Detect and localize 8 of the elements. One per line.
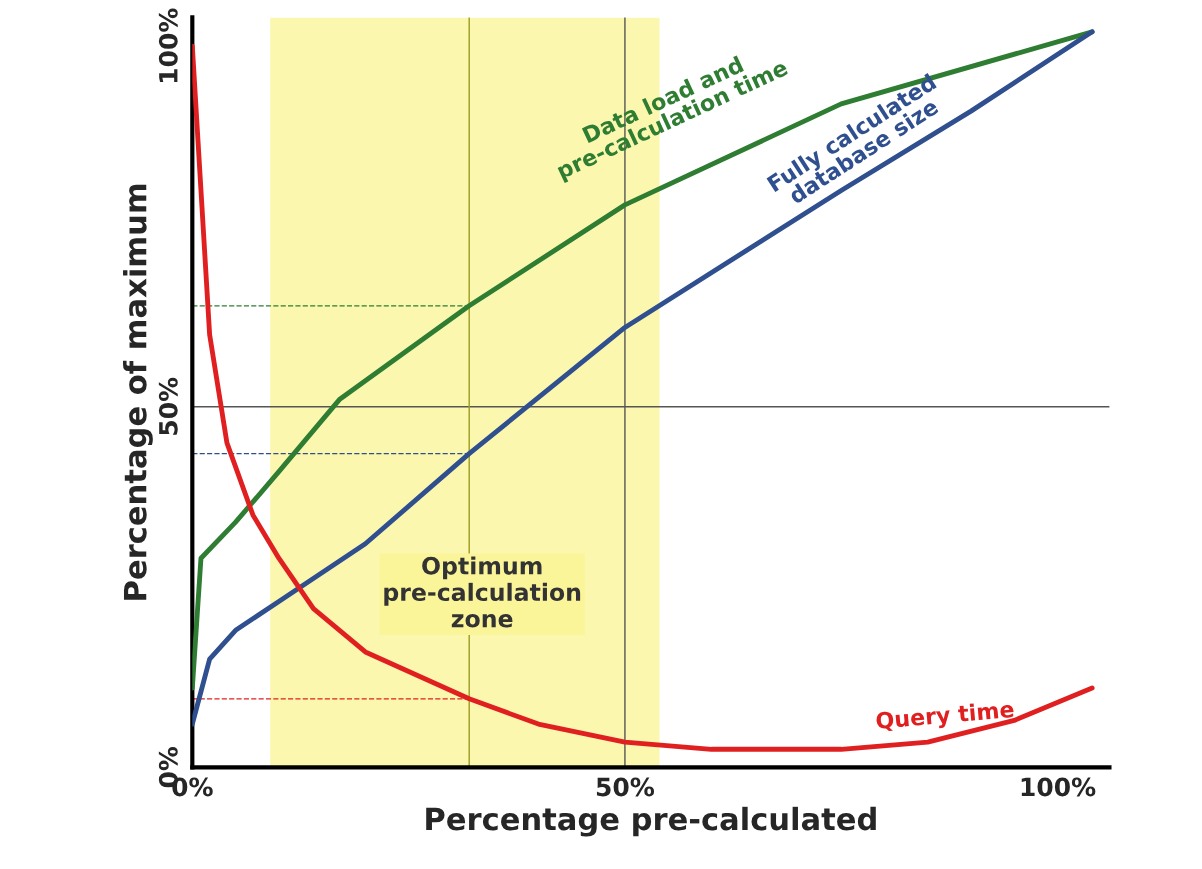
y-tick-label: 50% (158, 377, 178, 435)
x-axis-title: Percentage pre-calculated (426, 806, 876, 837)
series-label: Query time (875, 700, 1015, 734)
y-tick-label: 100% (158, 8, 178, 83)
x-tick-label: 100% (1021, 777, 1096, 797)
band-label: Optimum pre-calculation zone (384, 556, 581, 628)
x-tick-label: 50% (596, 777, 655, 797)
y-axis-title: Percentage of maximum (123, 184, 153, 600)
